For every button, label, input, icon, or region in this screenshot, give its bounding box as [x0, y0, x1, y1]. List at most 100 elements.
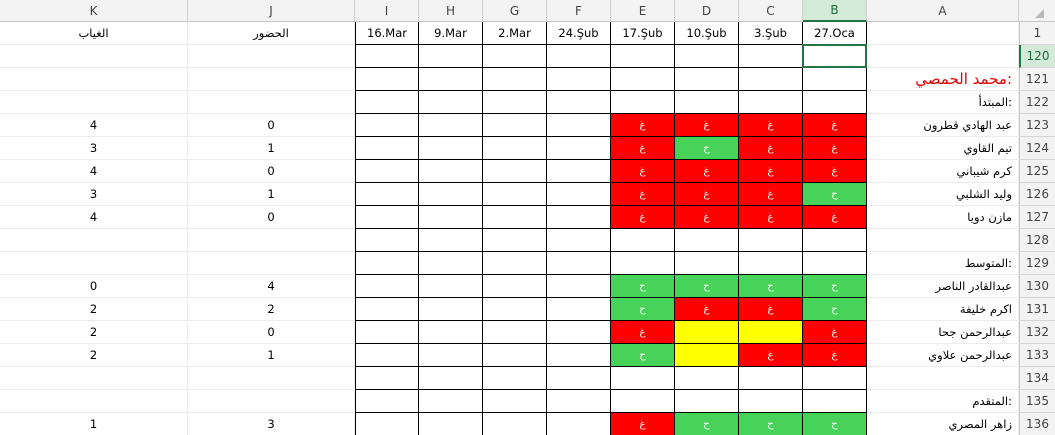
cell-i-129[interactable]	[355, 252, 419, 275]
cell-g-127[interactable]	[483, 206, 547, 229]
cell-f-126[interactable]	[547, 183, 611, 206]
attendance-status-d-130[interactable]: ح	[675, 275, 739, 298]
student-name[interactable]: عبدالقادر الناصر	[867, 275, 1019, 298]
cell-f-127[interactable]	[547, 206, 611, 229]
cell-e-121[interactable]	[611, 68, 675, 91]
attendance-count[interactable]: 0	[188, 114, 355, 137]
cell-f-128[interactable]	[547, 229, 611, 252]
student-name[interactable]: اكرم خليفة	[867, 298, 1019, 321]
cell-h-126[interactable]	[419, 183, 483, 206]
cell-k-129[interactable]	[0, 252, 188, 275]
header-cell-i[interactable]: 16.Mar	[355, 22, 419, 45]
cell-i-123[interactable]	[355, 114, 419, 137]
header-cell-e[interactable]: 17.Şub	[611, 22, 675, 45]
cell-c-122[interactable]	[739, 91, 803, 114]
level-section-label[interactable]: المبتدأ:	[867, 91, 1019, 114]
cell-i-136[interactable]	[355, 413, 419, 435]
row-header-132[interactable]: 132	[1019, 321, 1055, 344]
cell-b-128[interactable]	[803, 229, 867, 252]
cell-i-128[interactable]	[355, 229, 419, 252]
column-header-b[interactable]: B	[803, 0, 867, 22]
attendance-status-e-136[interactable]: غ	[611, 413, 675, 435]
row-header-129[interactable]: 129	[1019, 252, 1055, 275]
cell-f-135[interactable]	[547, 390, 611, 413]
cell-b-134[interactable]	[803, 367, 867, 390]
attendance-status-d-123[interactable]: غ	[675, 114, 739, 137]
attendance-status-c-125[interactable]: غ	[739, 160, 803, 183]
cell-i-133[interactable]	[355, 344, 419, 367]
row-header-120[interactable]: 120	[1019, 45, 1055, 68]
attendance-status-b-130[interactable]: ح	[803, 275, 867, 298]
cell-g-134[interactable]	[483, 367, 547, 390]
cell-k-134[interactable]	[0, 367, 188, 390]
attendance-status-b-133[interactable]: غ	[803, 344, 867, 367]
cell-h-124[interactable]	[419, 137, 483, 160]
cell-b-129[interactable]	[803, 252, 867, 275]
row-header-125[interactable]: 125	[1019, 160, 1055, 183]
cell-h-127[interactable]	[419, 206, 483, 229]
cell-g-121[interactable]	[483, 68, 547, 91]
cell-c-129[interactable]	[739, 252, 803, 275]
cell-i-135[interactable]	[355, 390, 419, 413]
cell-i-124[interactable]	[355, 137, 419, 160]
cell-f-136[interactable]	[547, 413, 611, 435]
cell-i-121[interactable]	[355, 68, 419, 91]
cell-d-128[interactable]	[675, 229, 739, 252]
cell-j-129[interactable]	[188, 252, 355, 275]
student-name[interactable]: عبدالرحمن علاوي	[867, 344, 1019, 367]
cell-g-135[interactable]	[483, 390, 547, 413]
student-name[interactable]: مازن دويا	[867, 206, 1019, 229]
cell-f-120[interactable]	[547, 45, 611, 68]
student-name[interactable]: كرم شيباني	[867, 160, 1019, 183]
cell-d-122[interactable]	[675, 91, 739, 114]
cell-g-122[interactable]	[483, 91, 547, 114]
cell-c-134[interactable]	[739, 367, 803, 390]
attendance-count[interactable]: 0	[188, 160, 355, 183]
student-name[interactable]: عبد الهادي قطرون	[867, 114, 1019, 137]
row-header-122[interactable]: 122	[1019, 91, 1055, 114]
cell-h-136[interactable]	[419, 413, 483, 435]
cell-h-134[interactable]	[419, 367, 483, 390]
attendance-status-e-132[interactable]: غ	[611, 321, 675, 344]
column-header-i[interactable]: I	[355, 0, 419, 22]
cell-f-125[interactable]	[547, 160, 611, 183]
row-header-130[interactable]: 130	[1019, 275, 1055, 298]
cell-j-120[interactable]	[188, 45, 355, 68]
attendance-count[interactable]: 1	[188, 183, 355, 206]
cell-k-128[interactable]	[0, 229, 188, 252]
cell-d-135[interactable]	[675, 390, 739, 413]
cell-h-133[interactable]	[419, 344, 483, 367]
attendance-status-d-127[interactable]: غ	[675, 206, 739, 229]
cell-f-130[interactable]	[547, 275, 611, 298]
column-header-g[interactable]: G	[483, 0, 547, 22]
attendance-status-c-130[interactable]: ح	[739, 275, 803, 298]
row-header-128[interactable]: 128	[1019, 229, 1055, 252]
attendance-status-e-127[interactable]: غ	[611, 206, 675, 229]
student-name[interactable]: عبدالرحمن جحا	[867, 321, 1019, 344]
cell-g-126[interactable]	[483, 183, 547, 206]
absence-count[interactable]: 4	[0, 114, 188, 137]
cell-i-126[interactable]	[355, 183, 419, 206]
cell-c-135[interactable]	[739, 390, 803, 413]
attendance-status-e-125[interactable]: غ	[611, 160, 675, 183]
cell-h-130[interactable]	[419, 275, 483, 298]
row-header-126[interactable]: 126	[1019, 183, 1055, 206]
cell-j-122[interactable]	[188, 91, 355, 114]
cell-h-120[interactable]	[419, 45, 483, 68]
header-cell-g[interactable]: 2.Mar	[483, 22, 547, 45]
column-header-a[interactable]: A	[867, 0, 1019, 22]
cell-k-135[interactable]	[0, 390, 188, 413]
absence-count[interactable]: 2	[0, 321, 188, 344]
header-cell-d[interactable]: 10.Şub	[675, 22, 739, 45]
attendance-count[interactable]: 0	[188, 206, 355, 229]
attendance-status-e-123[interactable]: غ	[611, 114, 675, 137]
student-name[interactable]: وليد الشلبي	[867, 183, 1019, 206]
absence-count[interactable]: 0	[0, 275, 188, 298]
attendance-count[interactable]: 1	[188, 344, 355, 367]
attendance-status-c-136[interactable]: ح	[739, 413, 803, 435]
attendance-status-d-124[interactable]: ح	[675, 137, 739, 160]
attendance-count[interactable]: 4	[188, 275, 355, 298]
cell-j-128[interactable]	[188, 229, 355, 252]
cell-h-131[interactable]	[419, 298, 483, 321]
column-header-j[interactable]: J	[188, 0, 355, 22]
